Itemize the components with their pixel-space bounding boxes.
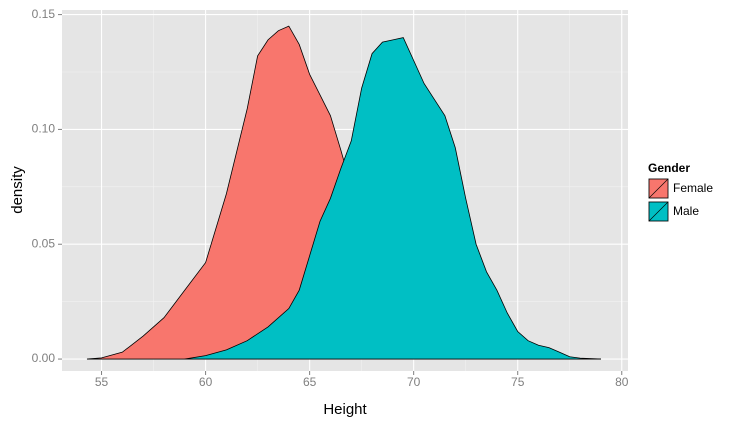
x-tick-label: 60: [199, 375, 213, 389]
x-tick-label: 65: [303, 375, 317, 389]
legend: Female Male: [648, 178, 713, 222]
axes: 55 60 65 70 75 80 0.00 0.05 0.10 0.15: [32, 7, 629, 389]
legend-label: Female: [673, 181, 713, 195]
x-tick-label: 75: [511, 375, 525, 389]
x-tick-label: 80: [615, 375, 629, 389]
y-tick-label: 0.05: [32, 236, 56, 250]
density-area: [184, 37, 601, 360]
y-tick-label: 0.15: [32, 7, 56, 21]
legend-title: Gender: [648, 161, 690, 175]
legend-slash: [648, 178, 669, 199]
x-tick-label: 70: [407, 375, 421, 389]
areas: [86, 25, 601, 360]
y-tick-label: 0.00: [32, 351, 56, 365]
legend-label: Male: [673, 204, 699, 218]
y-tick-label: 0.10: [32, 122, 56, 136]
legend-slash: [648, 201, 669, 222]
y-axis-label: density: [9, 166, 26, 214]
x-axis-label: Height: [323, 401, 367, 418]
x-tick-label: 55: [95, 375, 109, 389]
